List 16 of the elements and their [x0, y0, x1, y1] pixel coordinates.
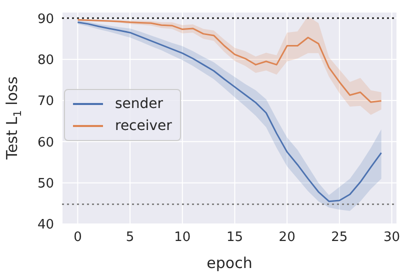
- x-tick-label: 30: [383, 230, 400, 246]
- y-tick-label: 90: [37, 12, 54, 27]
- x-tick-label: 25: [331, 230, 348, 246]
- y-tick-label: 50: [37, 176, 54, 192]
- y-tick-label: 80: [37, 52, 54, 68]
- x-tick-label: 15: [226, 230, 244, 246]
- x-tick-label: 5: [126, 230, 134, 246]
- x-axis-title: epoch: [206, 254, 252, 272]
- x-tick-label: 10: [174, 230, 191, 246]
- legend-label: receiver: [115, 118, 172, 134]
- y-tick-label: 40: [37, 218, 54, 233]
- legend-label: sender: [115, 96, 164, 112]
- x-tick-label: 20: [278, 230, 296, 246]
- y-tick-label: 70: [37, 94, 54, 110]
- y-tick-label: 60: [37, 135, 54, 150]
- x-tick-label: 0: [74, 230, 82, 246]
